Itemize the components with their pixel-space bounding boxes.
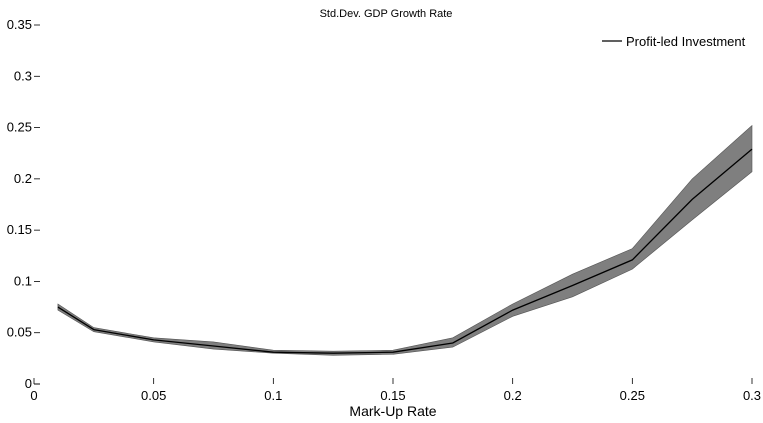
x-axis-title: Mark-Up Rate <box>349 403 436 419</box>
x-tick-label: 0.05 <box>141 388 166 403</box>
y-tick-label: 0.1 <box>14 273 32 288</box>
confidence-band-area <box>57 124 753 356</box>
x-axis: 0 0.05 0.1 0.15 0.2 0.25 0.3 <box>30 378 761 403</box>
legend-label: Profit-led Investment <box>626 34 746 49</box>
y-tick-label: 0.15 <box>7 222 32 237</box>
x-tick-label: 0.3 <box>743 388 761 403</box>
chart-title: Std.Dev. GDP Growth Rate <box>320 8 453 20</box>
x-tick-label: 0.15 <box>380 388 405 403</box>
legend: Profit-led Investment <box>602 34 746 49</box>
y-tick-label: 0.3 <box>14 68 32 83</box>
x-tick-label: 0 <box>30 388 37 403</box>
x-tick-label: 0.2 <box>504 388 522 403</box>
y-tick-label: 0.05 <box>7 325 32 340</box>
series-line-layer <box>57 148 753 354</box>
y-axis: 0 0.05 0.1 0.15 0.2 0.25 0.3 0.35 <box>7 17 40 391</box>
y-tick-label: 0.25 <box>7 120 32 135</box>
x-tick-label: 0.25 <box>620 388 645 403</box>
y-tick-label: 0 <box>25 376 32 391</box>
confidence-band <box>57 124 753 356</box>
x-tick-label: 0.1 <box>264 388 282 403</box>
y-tick-label: 0.2 <box>14 171 32 186</box>
y-tick-label: 0.35 <box>7 17 32 32</box>
